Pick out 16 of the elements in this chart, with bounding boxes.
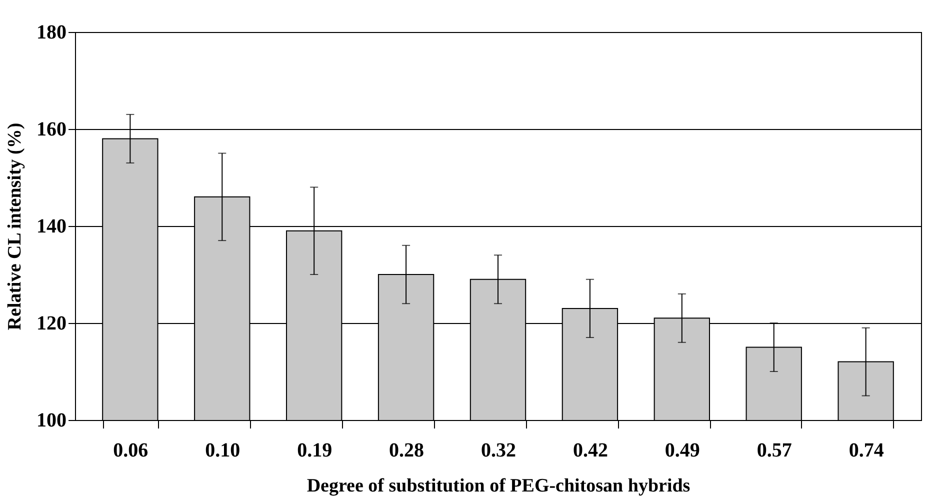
y-axis-title: Relative CL intensity (%) xyxy=(4,122,26,330)
x-tick-label: 0.19 xyxy=(297,440,332,462)
x-tick-label: 0.32 xyxy=(481,440,516,462)
y-tick-label: 180 xyxy=(36,22,66,44)
x-tick-label: 0.74 xyxy=(848,440,884,462)
x-tick-label: 0.57 xyxy=(756,440,792,462)
x-tick-label: 0.49 xyxy=(664,440,700,462)
x-tick-label: 0.10 xyxy=(205,440,240,462)
x-tick-label: 0.42 xyxy=(572,440,608,462)
y-tick-label: 100 xyxy=(36,410,66,432)
y-tick-label: 160 xyxy=(36,118,66,140)
x-tick-label: 0.06 xyxy=(113,440,148,462)
x-axis-title: Degree of substitution of PEG-chitosan hybrids xyxy=(306,476,690,496)
x-tick-label: 0.28 xyxy=(389,440,424,462)
y-tick-label: 120 xyxy=(36,312,66,334)
y-tick-label: 140 xyxy=(36,216,66,238)
